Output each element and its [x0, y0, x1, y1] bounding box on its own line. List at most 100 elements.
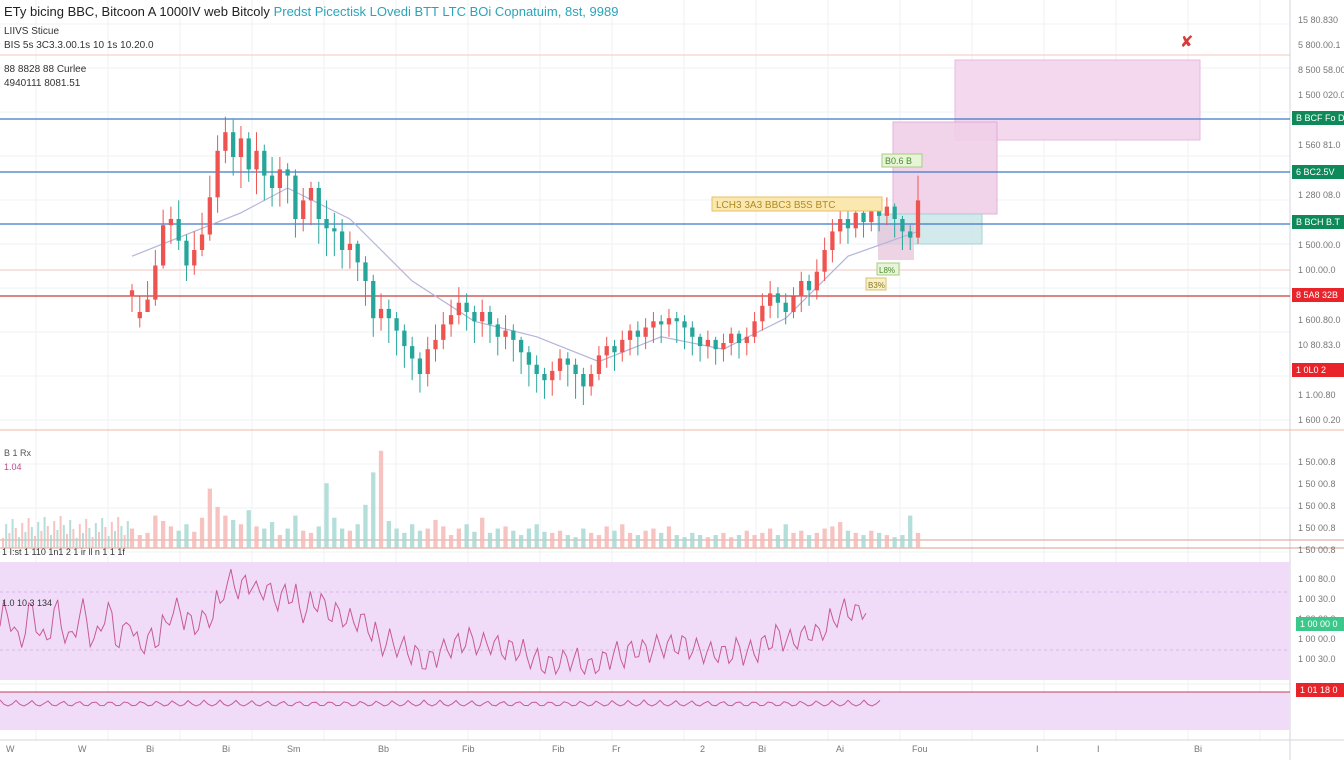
volume-bar	[752, 535, 757, 548]
volume-bar	[110, 522, 113, 548]
volume-scale-label: 1 50 00.8	[1298, 545, 1336, 555]
candle-body	[892, 206, 897, 219]
volume-bar	[94, 523, 97, 548]
volume-bar	[791, 532, 796, 548]
candle-body	[721, 343, 726, 350]
volume-bar	[50, 535, 52, 548]
time-axis-label: W	[78, 744, 87, 754]
time-axis-label: Bi	[758, 744, 766, 754]
volume-bar	[596, 535, 602, 548]
candle-body	[347, 243, 353, 250]
candle-body	[425, 349, 430, 374]
volume-bar	[480, 517, 485, 548]
candle-body	[160, 225, 166, 266]
candle-body	[651, 321, 656, 328]
price-badge-label: 8 5A8 32B	[1296, 290, 1338, 300]
volume-bar	[62, 525, 65, 548]
candle-body	[402, 330, 407, 347]
time-axis-label: I	[1097, 744, 1100, 754]
candle-body	[799, 281, 804, 297]
volume-value: 1.04	[4, 462, 22, 472]
volume-bar	[876, 532, 882, 548]
annotation-box	[876, 262, 900, 276]
volume-bar	[705, 537, 711, 548]
annotation-text: B3%	[868, 281, 885, 290]
candle-body	[573, 364, 578, 374]
oscillator-band-lower	[0, 692, 1290, 730]
candle-body	[775, 293, 781, 303]
candle-body	[339, 231, 345, 250]
volume-bar	[721, 532, 726, 548]
volume-bar	[53, 521, 56, 548]
pencil-cross-icon[interactable]: ✘	[1180, 34, 1194, 51]
volume-bar	[518, 535, 524, 548]
candle-body	[705, 339, 711, 347]
volume-bar	[363, 504, 368, 548]
candle-body	[215, 150, 220, 198]
volume-bar	[137, 535, 142, 548]
candle-body	[729, 333, 734, 343]
candle-body	[355, 243, 360, 263]
volume-bar	[573, 537, 578, 548]
annotation-box	[865, 277, 887, 291]
volume-bar	[82, 533, 84, 548]
chart-title: ETy bicing BBC, Bitcoon A 1000IV web Bit…	[4, 4, 618, 19]
symbol-title: ETy bicing BBC, Bitcoon A 1000IV web Bit…	[4, 4, 270, 19]
candle-body	[767, 293, 773, 306]
volume-bar	[117, 517, 120, 548]
volume-bar	[674, 535, 679, 548]
volume-bar	[114, 531, 116, 548]
volume-bar	[308, 532, 314, 548]
volume-bar	[91, 537, 94, 548]
price-scale-label: 8 500 58.00	[1298, 65, 1344, 75]
volume-bar	[120, 526, 123, 548]
volume-bar	[123, 535, 126, 548]
volume-bar	[760, 532, 765, 548]
volume-bar	[126, 521, 129, 548]
candle-body	[207, 197, 212, 235]
volume-bar	[697, 535, 703, 548]
oscillator-header: 1 I:st 1 110 1n1 2 1 ir ll n 1 1 1f	[2, 547, 125, 557]
oscillator-badge-label: 1 00 00 0	[1300, 619, 1338, 629]
volume-bar	[371, 472, 376, 548]
price-badge-label: 6 BC2.5V	[1296, 167, 1335, 177]
candle-body	[332, 228, 337, 232]
candle-body	[682, 321, 687, 328]
volume-bar	[690, 532, 695, 548]
candle-body	[301, 200, 306, 219]
volume-bar	[884, 535, 890, 548]
volume-bar	[262, 528, 267, 548]
volume-bar	[347, 530, 353, 548]
candle-body	[495, 324, 500, 337]
volume-bar	[464, 524, 469, 548]
annotation-text: LCH3 3A3 BBC3 B5S BTC	[716, 200, 836, 211]
volume-bar	[72, 529, 75, 548]
volume-bar	[301, 530, 306, 548]
volume-bar	[269, 522, 275, 548]
volume-bar	[11, 519, 14, 548]
volume-bar	[192, 531, 197, 548]
volume-bar	[635, 535, 640, 548]
candle-body	[830, 231, 835, 250]
candle-body	[363, 262, 368, 281]
volume-bar	[386, 521, 391, 548]
volume-bar	[417, 530, 423, 548]
candle-body	[744, 336, 749, 343]
volume-bar	[838, 522, 843, 548]
candle-body	[557, 358, 563, 371]
oscillator-badge	[1296, 617, 1344, 631]
candle-body	[262, 150, 267, 176]
volume-bar	[293, 515, 298, 548]
candle-body	[246, 138, 251, 170]
volume-bar	[853, 532, 858, 548]
volume-bar	[153, 515, 158, 548]
candle-body	[464, 302, 469, 312]
volume-bar	[565, 535, 570, 548]
volume-bar	[861, 535, 866, 548]
volume-bar	[129, 528, 135, 548]
volume-bar	[207, 488, 212, 548]
volume-bar	[682, 537, 687, 548]
volume-bar	[799, 530, 804, 548]
volume-bar	[66, 534, 68, 548]
